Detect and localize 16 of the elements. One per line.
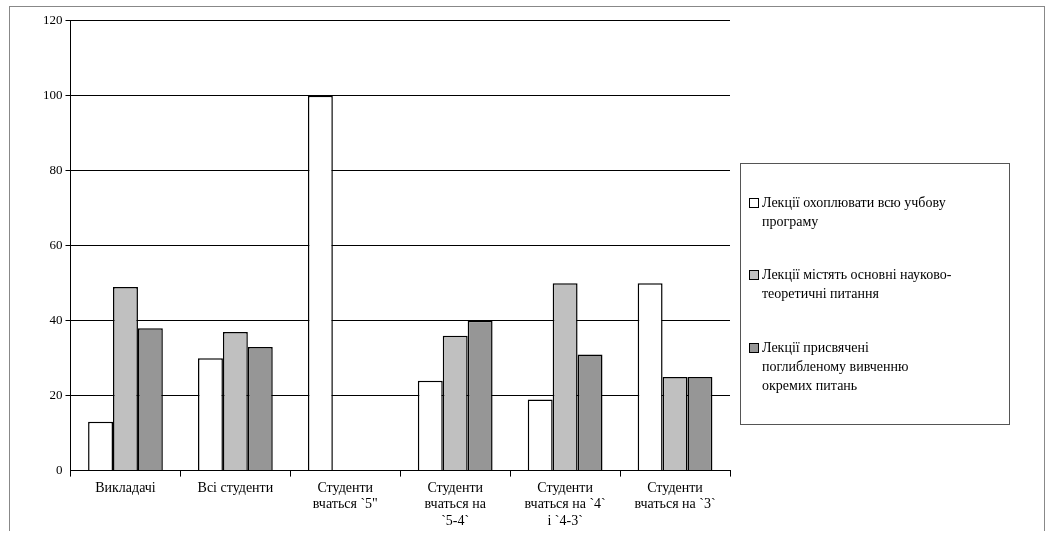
x-tick-label: Студенти вчаться `5" <box>312 479 378 512</box>
y-tick-label: 120 <box>43 12 63 28</box>
legend-label: Лекції містять основні науково-теоретичні питання <box>762 266 953 304</box>
y-tick-label: 20 <box>49 387 63 403</box>
x-tick-label: Всі студенти <box>197 479 274 495</box>
x-tick-label: Студенти вчаться на `4` і `4-3` <box>524 479 606 529</box>
y-tick-label: 60 <box>49 237 63 253</box>
text: Лекції охоплювати всю учбову програму <box>762 194 947 232</box>
x-tick-label: Викладачі <box>95 479 156 495</box>
y-tick-label: 80 <box>49 162 63 178</box>
y-tick-label: 100 <box>43 87 63 103</box>
legend-label: Лекції присвячені поглибленому вивченню окремих питань <box>762 338 910 395</box>
y-tick-label: 40 <box>49 312 63 328</box>
y-tick-label: 0 <box>56 462 63 478</box>
x-tick-label: Студенти вчаться на `5-4` <box>424 479 487 529</box>
x-tick-label: Студенти вчаться на `3` <box>634 479 716 512</box>
